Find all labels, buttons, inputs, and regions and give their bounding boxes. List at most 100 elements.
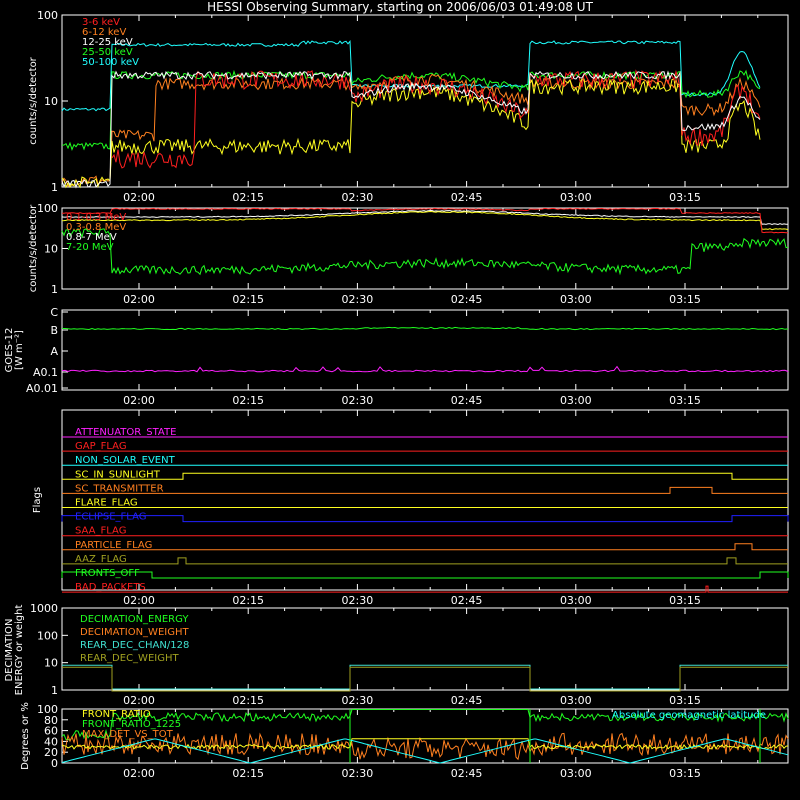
panel-frame [61,607,789,691]
x-tick-label: 03:00 [560,767,592,780]
series-6-12-kev [61,73,761,188]
panel-frame [61,309,789,391]
x-tick-label: 02:30 [342,191,374,204]
legend-entry: REAR_DEC_WEIGHT [80,653,179,664]
x-tick-label: 03:00 [560,594,592,607]
legend-entry: FRONT_RATIO_1225 [82,719,181,730]
y-tick-label: 10 [44,95,58,108]
flag-label: ECLIPSE_FLAG [75,512,146,523]
x-tick-label: 02:30 [342,293,374,306]
x-tick-label: 03:15 [669,694,701,707]
x-tick-label: 03:15 [669,191,701,204]
flag-line-sc_in_sunlight [62,472,788,480]
x-tick-label: 02:15 [232,694,264,707]
x-tick-label: 02:00 [123,191,155,204]
flag-label: SC_TRANSMITTER [75,483,164,494]
front-ratio-1225-line [61,709,789,742]
panel-frame [61,409,789,591]
goes-short-channel [61,365,789,373]
y-tick-label: A [50,345,58,358]
chart-title: HESSI Observing Summary, starting on 200… [207,0,593,14]
legend-entry: 6-12 keV [82,27,126,38]
y-tick-label: 0 [51,757,58,770]
flag-label: AAZ_FLAG [75,554,127,565]
x-tick-label: 02:30 [342,394,374,407]
y-tick-label: 100 [37,629,58,642]
flag-label: SC_IN_SUNLIGHT [75,469,161,480]
x-tick-label: 02:30 [342,767,374,780]
y-tick-label: 1 [51,181,58,194]
x-tick-label: 02:45 [451,394,483,407]
y-tick-label: 60 [44,725,58,738]
goes-long-channel [62,326,789,331]
flag-line-particle_flag [62,543,788,551]
geomagnetic-latitude-line [61,738,789,764]
y-axis-label: Flags [32,487,43,513]
x-tick-label: 02:45 [451,694,483,707]
y-tick-label: 1 [51,283,58,296]
flag-label: PARTICLE_FLAG [75,540,152,551]
flag-label: GAP_FLAG [75,441,127,452]
flag-line-sc_transmitter [62,486,788,494]
legend-entry: MAX_DET_VS_TOT [82,729,174,740]
legend-entry: 25-50 keV [82,47,133,58]
y-tick-label: 40 [44,735,58,748]
y-tick-label: 10 [44,657,58,670]
flag-label: ATTENUATOR_STATE [75,427,176,438]
x-tick-label: 02:45 [451,191,483,204]
legend-entry: DECIMATION_WEIGHT [80,627,189,638]
legend-entry: 3-6 keV [82,17,120,28]
series-0-8-7-mev [61,209,789,226]
legend-entry: 0.1-0.3 MeV [66,212,126,223]
x-tick-label: 02:45 [451,293,483,306]
legend-entry: 0.8-7 MeV [66,232,117,243]
x-tick-label: 03:00 [560,394,592,407]
y-tick-label: 100 [37,703,58,716]
y-tick-label: 1 [51,684,58,697]
y-tick-label: 80 [44,714,58,727]
legend-entry: REAR_DEC_CHAN/128 [80,640,189,651]
flag-label: BAD_PACKETS [75,582,146,593]
y-axis-label-2: ENERGY or weight [14,605,25,696]
flag-label: FLARE_FLAG [75,498,138,509]
x-tick-label: 02:30 [342,594,374,607]
x-tick-label: 03:00 [560,694,592,707]
flag-label: FRONTS_OFF [75,568,140,579]
y-axis-label: Degrees or % [20,702,31,770]
y-tick-label: A0.1 [33,366,58,379]
y-tick-label: 100 [37,202,58,215]
y-axis-label: counts/s/detector [28,204,39,292]
front-ratio-line [61,738,789,750]
x-tick-label: 02:00 [123,293,155,306]
y-tick-label: B [50,324,58,337]
y-axis-label: counts/s/detector [28,56,39,144]
legend-entry: FRONT_RATIO [82,709,151,720]
flag-line-fronts_off [61,571,789,579]
x-tick-label: 03:00 [560,293,592,306]
y-tick-label: 20 [44,746,58,759]
legend-entry: 12-25 keV [82,37,133,48]
x-tick-label: 02:45 [451,767,483,780]
y-tick-label: 10 [44,243,58,256]
legend-entry: 7-20 MeV [66,242,114,253]
flag-line-bad_packets [62,585,788,593]
x-tick-label: 02:15 [232,767,264,780]
rear-dec-chan-line [62,664,788,690]
flag-label: NON_SOLAR_EVENT [75,455,176,466]
legend-entry: Absolute geomagnetic latitude [612,710,766,721]
x-tick-label: 03:15 [669,594,701,607]
series-12-25-kev [61,70,761,189]
y-axis-label-units: [W m⁻²] [14,330,25,370]
x-tick-label: 02:15 [232,293,264,306]
y-axis-label: GOES-12 [4,328,15,373]
y-tick-label: 1000 [30,602,58,615]
y-tick-label: A0.01 [26,382,58,395]
y-tick-label: C [50,306,58,319]
x-tick-label: 02:00 [123,767,155,780]
x-tick-label: 02:00 [123,394,155,407]
legend-entry: 0.3-0.8 MeV [66,222,126,233]
x-tick-label: 03:00 [560,191,592,204]
series-0-3-0-8-mev-fill [61,210,789,231]
x-tick-label: 02:15 [232,191,264,204]
legend-entry: 50-100 keV [82,57,139,68]
